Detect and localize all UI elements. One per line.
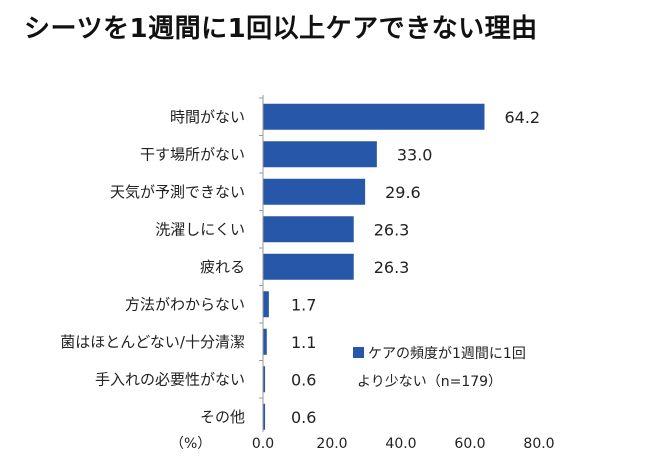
category-label: 時間がない bbox=[170, 108, 245, 126]
category-label: 干す場所がない bbox=[140, 145, 245, 163]
bar bbox=[263, 253, 354, 280]
bar bbox=[263, 291, 269, 318]
bar bbox=[263, 141, 377, 168]
legend-swatch bbox=[353, 347, 364, 358]
legend-line-1: ケアの頻度が1週間に1回 bbox=[368, 346, 526, 362]
category-label: 洗濯しにくい bbox=[155, 220, 245, 238]
value-label: 33.0 bbox=[397, 145, 433, 164]
chart-title: シーツを1週間に1回以上ケアできない理由 bbox=[24, 14, 538, 44]
x-tick-label: 0.0 bbox=[252, 436, 274, 452]
bar bbox=[263, 103, 485, 130]
unit-label: （%） bbox=[170, 436, 211, 452]
category-label: 菌はほとんどない/十分清潔 bbox=[60, 333, 245, 351]
value-label: 26.3 bbox=[374, 258, 410, 277]
value-label: 1.1 bbox=[291, 333, 316, 352]
value-label: 26.3 bbox=[374, 220, 410, 239]
value-label: 64.2 bbox=[504, 108, 540, 127]
bar bbox=[263, 328, 267, 355]
category-label: その他 bbox=[200, 408, 245, 426]
bar bbox=[263, 178, 366, 205]
bar bbox=[263, 403, 266, 430]
category-label: 手入れの必要性がない bbox=[95, 370, 245, 388]
x-tick-label: 40.0 bbox=[385, 436, 416, 452]
category-label: 方法がわからない bbox=[125, 295, 245, 313]
legend-line-2: より少ない（n=179） bbox=[357, 374, 502, 390]
x-tick-label: 60.0 bbox=[454, 436, 485, 452]
bar bbox=[263, 366, 266, 393]
value-label: 29.6 bbox=[385, 183, 421, 202]
x-tick-label: 80.0 bbox=[523, 436, 554, 452]
value-label: 1.7 bbox=[291, 295, 316, 314]
value-label: 0.6 bbox=[291, 370, 316, 389]
x-tick-label: 20.0 bbox=[316, 436, 347, 452]
value-label: 0.6 bbox=[291, 408, 316, 427]
category-label: 疲れる bbox=[200, 258, 245, 276]
category-label: 天気が予測できない bbox=[110, 183, 245, 201]
bar bbox=[263, 216, 354, 243]
